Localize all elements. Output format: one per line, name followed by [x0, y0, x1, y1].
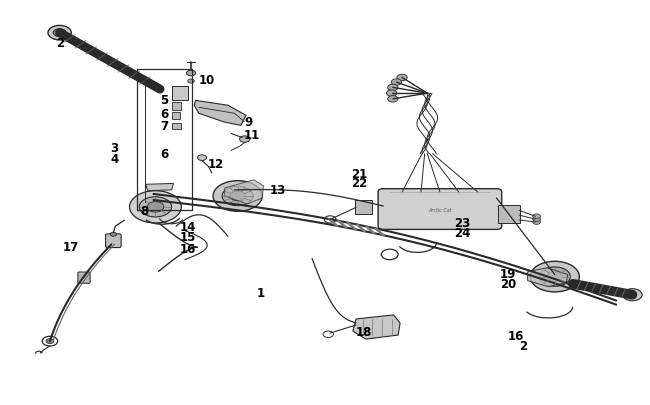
Circle shape [230, 192, 246, 201]
Text: 16: 16 [179, 242, 196, 255]
Text: 11: 11 [244, 128, 261, 141]
Text: 17: 17 [63, 240, 79, 253]
FancyBboxPatch shape [355, 201, 372, 215]
FancyBboxPatch shape [172, 102, 181, 111]
Circle shape [540, 267, 570, 287]
Text: 7: 7 [160, 119, 168, 132]
Circle shape [139, 197, 172, 217]
Circle shape [53, 30, 66, 38]
FancyBboxPatch shape [105, 234, 121, 248]
FancyBboxPatch shape [172, 87, 188, 101]
Circle shape [187, 71, 196, 77]
Circle shape [188, 80, 194, 84]
Polygon shape [353, 315, 400, 339]
Polygon shape [146, 184, 174, 191]
Circle shape [213, 181, 262, 212]
Text: 22: 22 [351, 177, 367, 190]
Circle shape [533, 217, 541, 222]
Circle shape [387, 91, 397, 97]
FancyBboxPatch shape [499, 205, 521, 223]
Text: 3: 3 [110, 142, 118, 155]
Text: 15: 15 [179, 230, 196, 243]
Text: 10: 10 [199, 73, 215, 86]
FancyBboxPatch shape [172, 113, 180, 119]
Circle shape [222, 187, 253, 206]
Circle shape [387, 85, 398, 92]
Circle shape [391, 80, 402, 86]
Circle shape [623, 289, 642, 301]
Circle shape [530, 262, 579, 292]
Text: 8: 8 [140, 204, 149, 217]
Circle shape [547, 272, 562, 282]
Text: 9: 9 [244, 115, 252, 128]
Text: 16: 16 [508, 330, 524, 343]
Text: 24: 24 [454, 226, 471, 239]
FancyBboxPatch shape [378, 189, 502, 230]
Text: 19: 19 [500, 268, 516, 281]
Circle shape [533, 220, 541, 225]
Text: 4: 4 [110, 153, 118, 166]
Polygon shape [528, 268, 567, 287]
Text: 20: 20 [500, 277, 516, 290]
Circle shape [198, 156, 207, 161]
Circle shape [240, 136, 250, 143]
Text: 1: 1 [257, 286, 265, 299]
Text: 13: 13 [270, 184, 286, 197]
Text: 2: 2 [57, 37, 64, 50]
Text: 6: 6 [160, 148, 168, 161]
FancyBboxPatch shape [172, 124, 181, 129]
Text: 23: 23 [454, 217, 471, 230]
FancyBboxPatch shape [78, 272, 90, 284]
Polygon shape [225, 180, 263, 205]
Circle shape [110, 232, 116, 237]
Circle shape [48, 26, 72, 41]
Circle shape [387, 96, 398, 103]
Polygon shape [194, 101, 246, 126]
Circle shape [147, 202, 164, 213]
Circle shape [46, 339, 54, 344]
Text: 12: 12 [207, 158, 224, 171]
Text: 21: 21 [351, 168, 367, 181]
Text: 5: 5 [160, 94, 168, 107]
Circle shape [397, 75, 408, 81]
Text: 14: 14 [179, 220, 196, 233]
Circle shape [129, 191, 181, 224]
Circle shape [533, 214, 541, 219]
Text: Arctic Cat: Arctic Cat [428, 207, 452, 212]
Text: 18: 18 [356, 326, 372, 339]
Text: 2: 2 [519, 339, 527, 352]
Text: 6: 6 [160, 107, 168, 121]
